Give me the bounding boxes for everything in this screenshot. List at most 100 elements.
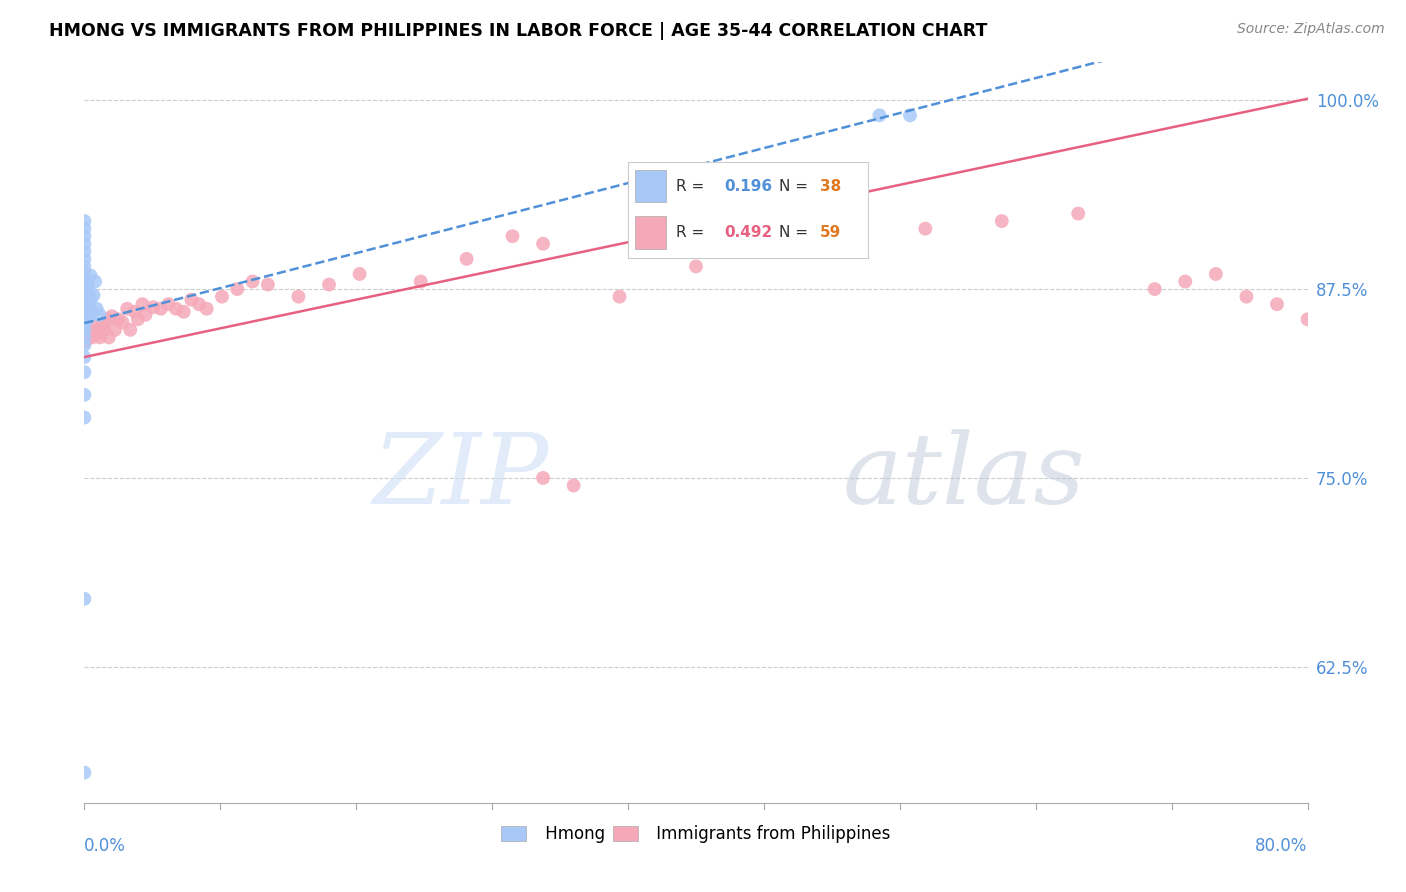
Point [318,277,340,292]
Point [73,334,96,349]
Point [73,765,96,780]
Point [120,323,142,337]
Text: 80.0%: 80.0% [1256,838,1308,855]
Point [1236,290,1258,304]
Text: R =: R = [676,225,709,240]
Point [73,236,96,251]
Point [157,297,180,311]
Point [73,279,96,293]
Point [73,271,96,285]
Point [83,288,105,302]
Point [73,214,96,228]
Point [869,108,891,122]
Point [73,260,96,274]
Point [180,293,202,307]
Text: 0.196: 0.196 [724,178,772,194]
Point [73,323,96,337]
Point [73,293,96,307]
Point [149,301,172,316]
Point [73,299,96,313]
Point [1205,267,1227,281]
Text: 38: 38 [820,178,841,194]
Point [124,304,146,318]
Point [73,229,96,244]
Point [91,318,114,333]
Point [84,275,107,289]
Point [107,312,129,326]
Point [685,260,707,274]
Text: atlas: atlas [842,429,1085,524]
Point [77,285,100,299]
Point [73,591,96,606]
Point [73,365,96,379]
Point [1296,312,1319,326]
Point [195,301,218,316]
Point [97,330,120,344]
Point [609,290,631,304]
Point [76,301,98,316]
Point [73,338,96,352]
Point [73,330,96,344]
Point [188,297,211,311]
Point [77,310,100,325]
Point [502,229,524,244]
Point [531,236,554,251]
Point [86,327,108,342]
Point [73,350,96,364]
Point [898,108,921,122]
Point [409,275,432,289]
Text: HMONG VS IMMIGRANTS FROM PHILIPPINES IN LABOR FORCE | AGE 35-44 CORRELATION CHAR: HMONG VS IMMIGRANTS FROM PHILIPPINES IN … [49,22,987,40]
Point [83,325,105,339]
Bar [636,169,666,202]
Point [211,290,233,304]
Point [165,301,187,316]
Point [242,275,264,289]
Point [89,308,111,322]
Point [111,315,134,329]
Text: N =: N = [779,178,813,194]
Text: ZIP: ZIP [373,429,550,524]
Point [96,312,118,326]
Point [73,265,96,279]
Bar [636,216,666,249]
Point [73,388,96,402]
Point [135,308,157,322]
Point [257,277,280,292]
Point [761,236,783,251]
Point [73,285,96,299]
Point [131,297,153,311]
Legend:  Hmong,  Immigrants from Philippines: Hmong, Immigrants from Philippines [495,819,897,850]
Point [914,221,936,235]
Point [1143,282,1166,296]
Point [79,323,101,337]
Text: 0.492: 0.492 [724,225,772,240]
Point [127,312,149,326]
Point [991,214,1014,228]
Point [115,301,138,316]
Text: N =: N = [779,225,813,240]
Point [1265,297,1288,311]
Point [73,323,96,337]
Point [89,330,111,344]
Point [87,323,110,337]
Point [101,310,124,324]
Point [79,268,101,283]
Point [562,478,585,492]
Point [1067,206,1090,220]
Point [76,277,98,292]
Point [73,252,96,266]
Point [79,293,101,307]
Point [77,327,100,342]
Point [73,410,96,425]
Point [287,290,309,304]
Point [104,323,127,337]
Point [73,221,96,235]
Point [838,229,860,244]
Point [80,330,103,344]
Point [73,244,96,259]
Point [76,332,98,346]
Text: R =: R = [676,178,709,194]
Point [73,310,96,325]
Text: 59: 59 [820,225,841,240]
Point [349,267,371,281]
